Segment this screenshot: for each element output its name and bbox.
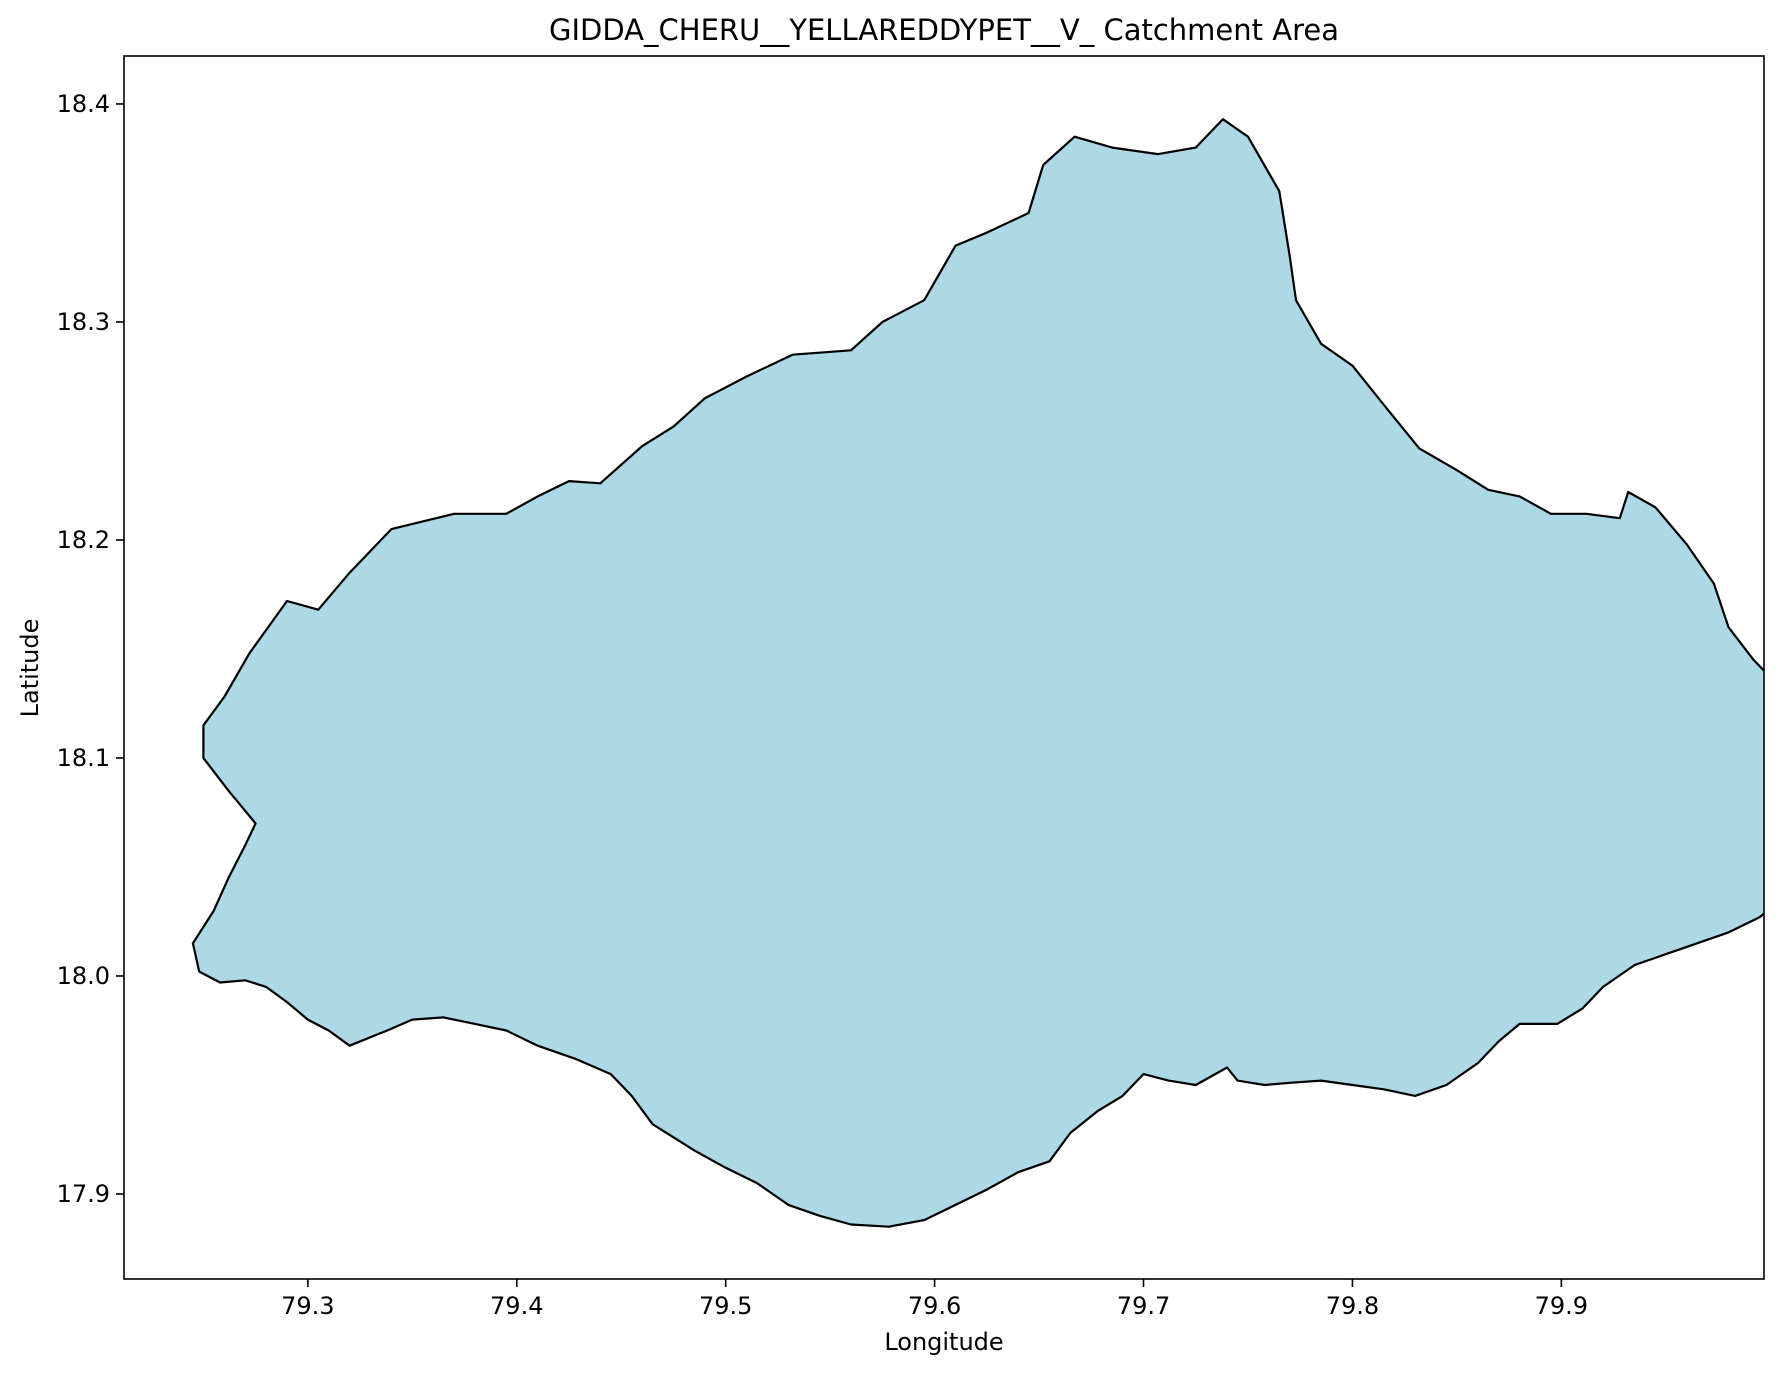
y-tick-label: 18.0 (57, 962, 110, 990)
x-axis-ticks: 79.3 79.4 79.5 79.6 79.7 79.8 79.9 (281, 1279, 1588, 1320)
y-tick-label: 18.1 (57, 744, 110, 772)
x-tick-label: 79.6 (908, 1292, 961, 1320)
y-axis-ticks: 17.9 18.0 18.1 18.2 18.3 18.4 (57, 90, 124, 1208)
axes-frame (123, 55, 1765, 1280)
plot-area (191, 118, 1764, 1228)
y-tick-label: 18.3 (57, 308, 110, 336)
catchment-polygon (191, 118, 1764, 1228)
y-axis-label: Latitude (16, 619, 44, 718)
x-tick-label: 79.4 (490, 1292, 543, 1320)
x-tick-label: 79.9 (1535, 1292, 1588, 1320)
x-axis-label: Longitude (884, 1328, 1003, 1356)
y-tick-label: 18.2 (57, 526, 110, 554)
chart-title: GIDDA_CHERU__YELLAREDDYPET__V_ Catchment… (549, 13, 1339, 47)
y-tick-label: 17.9 (57, 1180, 110, 1208)
x-tick-label: 79.8 (1326, 1292, 1379, 1320)
x-tick-label: 79.7 (1117, 1292, 1170, 1320)
y-tick-label: 18.4 (57, 90, 110, 118)
x-tick-label: 79.5 (699, 1292, 752, 1320)
x-tick-label: 79.3 (281, 1292, 334, 1320)
